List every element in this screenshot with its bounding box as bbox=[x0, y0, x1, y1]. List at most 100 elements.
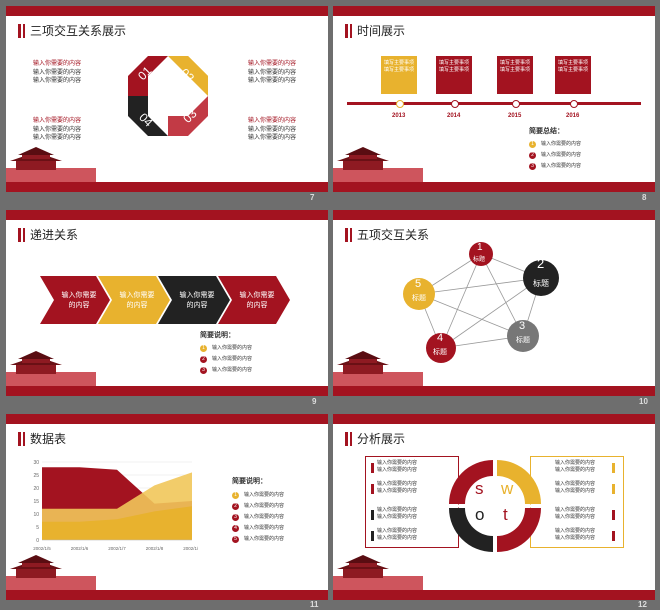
node-1 bbox=[469, 242, 493, 266]
title-marker bbox=[345, 228, 348, 242]
slide-10[interactable]: 五项交互关系 1 标题 2 标题 3 标题 4 标题 5 标题 bbox=[333, 210, 655, 396]
timeline-dot bbox=[570, 100, 578, 108]
x-tick-label: 2002/1/5 bbox=[33, 546, 51, 551]
item-number: 1 bbox=[232, 492, 239, 499]
node-4 bbox=[426, 333, 456, 363]
block-line: 输入你需要的内容 bbox=[33, 135, 82, 141]
title-marker bbox=[345, 24, 348, 38]
item-number: 3 bbox=[232, 514, 239, 521]
item-number: 4 bbox=[232, 525, 239, 532]
node-number: 5 bbox=[415, 278, 422, 290]
top-bar bbox=[333, 210, 655, 220]
summary-item: 输入你需要的内容 bbox=[541, 163, 582, 169]
block-line: 输入你需要的内容 bbox=[33, 127, 82, 133]
swot-text: 输入你需要的内容 bbox=[377, 488, 418, 494]
page-number: 12 bbox=[638, 600, 647, 609]
bottom-bar bbox=[6, 182, 328, 192]
slide-title: 分析展示 bbox=[357, 432, 406, 446]
top-bar bbox=[333, 414, 655, 424]
marker-black bbox=[371, 510, 374, 520]
marker-red bbox=[371, 463, 374, 473]
node-label: 标题 bbox=[473, 257, 486, 263]
marker-yellow bbox=[612, 484, 615, 494]
node-2 bbox=[523, 260, 559, 296]
note-item: 输入你需要的内容 bbox=[212, 345, 253, 351]
slide-11[interactable]: 数据表 30 25 20 15 10 5 0 2002/1/5 2002/1/6 2002/1/7… bbox=[6, 414, 328, 600]
note-item: 输入你需要的内容 bbox=[244, 536, 285, 542]
block-line: 输入你需要的内容 bbox=[248, 135, 297, 141]
palace-icon bbox=[333, 147, 423, 182]
title-marker bbox=[23, 24, 25, 38]
item-number: 1 bbox=[200, 345, 207, 352]
top-bar bbox=[6, 210, 328, 220]
chevron-text: 输入你需要的内容 bbox=[119, 292, 155, 309]
swot-text: 输入你需要的内容 bbox=[377, 535, 418, 541]
item-number: 1 bbox=[529, 141, 536, 148]
node-5 bbox=[403, 278, 435, 310]
x-tick-label: 2002/1/8 bbox=[146, 546, 164, 551]
top-bar bbox=[333, 6, 655, 16]
bottom-bar bbox=[333, 386, 655, 396]
swot-text: 输入你需要的内容 bbox=[555, 528, 596, 534]
swot-text: 输入你需要的内容 bbox=[377, 507, 418, 513]
timeline-line bbox=[347, 102, 641, 105]
page-number: 7 bbox=[310, 193, 315, 202]
chevron-text: 输入你需要的内容 bbox=[61, 292, 97, 309]
summary-item: 输入你需要的内容 bbox=[541, 141, 582, 147]
note-item: 输入你需要的内容 bbox=[244, 525, 285, 531]
node-label: 标题 bbox=[433, 349, 447, 356]
y-tick-label: 10 bbox=[33, 512, 39, 518]
y-tick-label: 30 bbox=[33, 460, 39, 466]
page-number: 9 bbox=[312, 397, 317, 406]
marker-red bbox=[612, 531, 615, 541]
y-tick-label: 15 bbox=[33, 499, 39, 505]
swot-letter-w: w bbox=[501, 479, 514, 498]
swot-text: 输入你需要的内容 bbox=[377, 514, 418, 520]
swot-letter-t: t bbox=[503, 505, 508, 524]
slide-7[interactable]: 三项交互关系展示 输入你需要的内容 输入你需要的内容 输入你需要的内容 输入你需… bbox=[6, 6, 328, 192]
bottom-bar bbox=[333, 590, 655, 600]
year-label: 2016 bbox=[566, 113, 580, 119]
slide-9[interactable]: 递进关系 输入你需要的内容 输入你需要的内容 输入你需要的内容 输入你需要的内容… bbox=[6, 210, 328, 396]
slide-title: 三项交互关系展示 bbox=[30, 24, 127, 38]
bottom-bar bbox=[333, 182, 655, 192]
note-title: 简要说明： bbox=[232, 478, 267, 485]
ring-segment-04 bbox=[128, 116, 168, 136]
node-label: 标题 bbox=[412, 295, 426, 302]
item-number: 2 bbox=[200, 356, 207, 363]
chevron-text: 输入你需要的内容 bbox=[239, 292, 275, 309]
block-line: 输入你需要的内容 bbox=[248, 70, 297, 76]
block-head: 输入你需要的内容 bbox=[33, 61, 82, 67]
timeline-box-text: 填写主要事项填写主要事项 bbox=[383, 60, 414, 73]
year-label: 2013 bbox=[392, 113, 406, 119]
y-tick-label: 25 bbox=[33, 473, 39, 479]
year-label: 2015 bbox=[508, 113, 522, 119]
note-item: 输入你需要的内容 bbox=[244, 503, 285, 509]
ring-segment-02b bbox=[188, 56, 208, 96]
chevron-text: 输入你需要的内容 bbox=[179, 292, 215, 309]
summary-item: 输入你需要的内容 bbox=[541, 152, 582, 158]
swot-text: 输入你需要的内容 bbox=[555, 514, 596, 520]
slide-title: 递进关系 bbox=[30, 228, 79, 242]
title-marker bbox=[345, 432, 348, 446]
swot-text: 输入你需要的内容 bbox=[555, 467, 596, 473]
timeline-box-text: 填写主要事项填写主要事项 bbox=[499, 60, 530, 73]
x-tick-label: 2002/1/6 bbox=[71, 546, 89, 551]
palace-icon bbox=[6, 351, 96, 386]
note-item: 输入你需要的内容 bbox=[212, 367, 253, 373]
note-item: 输入你需要的内容 bbox=[212, 356, 253, 362]
slide-8[interactable]: 时间展示 填写主要事项填写主要事项 填写主要事项填写主要事项 填写主要事项填写主… bbox=[333, 6, 655, 192]
title-marker bbox=[350, 24, 352, 38]
ring-segment-03 bbox=[188, 96, 208, 136]
y-tick-label: 20 bbox=[33, 486, 39, 492]
chevron-arrows bbox=[40, 276, 290, 324]
timeline-box-text: 填写主要事项填写主要事项 bbox=[557, 60, 588, 73]
timeline-dot bbox=[512, 100, 520, 108]
node-3 bbox=[507, 320, 539, 352]
item-number: 2 bbox=[232, 503, 239, 510]
swot-text: 输入你需要的内容 bbox=[555, 535, 596, 541]
timeline-box bbox=[436, 56, 472, 94]
block-head: 输入你需要的内容 bbox=[248, 61, 297, 67]
swot-text: 输入你需要的内容 bbox=[377, 481, 418, 487]
slide-12[interactable]: 分析展示 输入你需要的内容 输入你需要的内容 输入你需要的内容 输入你需要的内容… bbox=[333, 414, 655, 600]
